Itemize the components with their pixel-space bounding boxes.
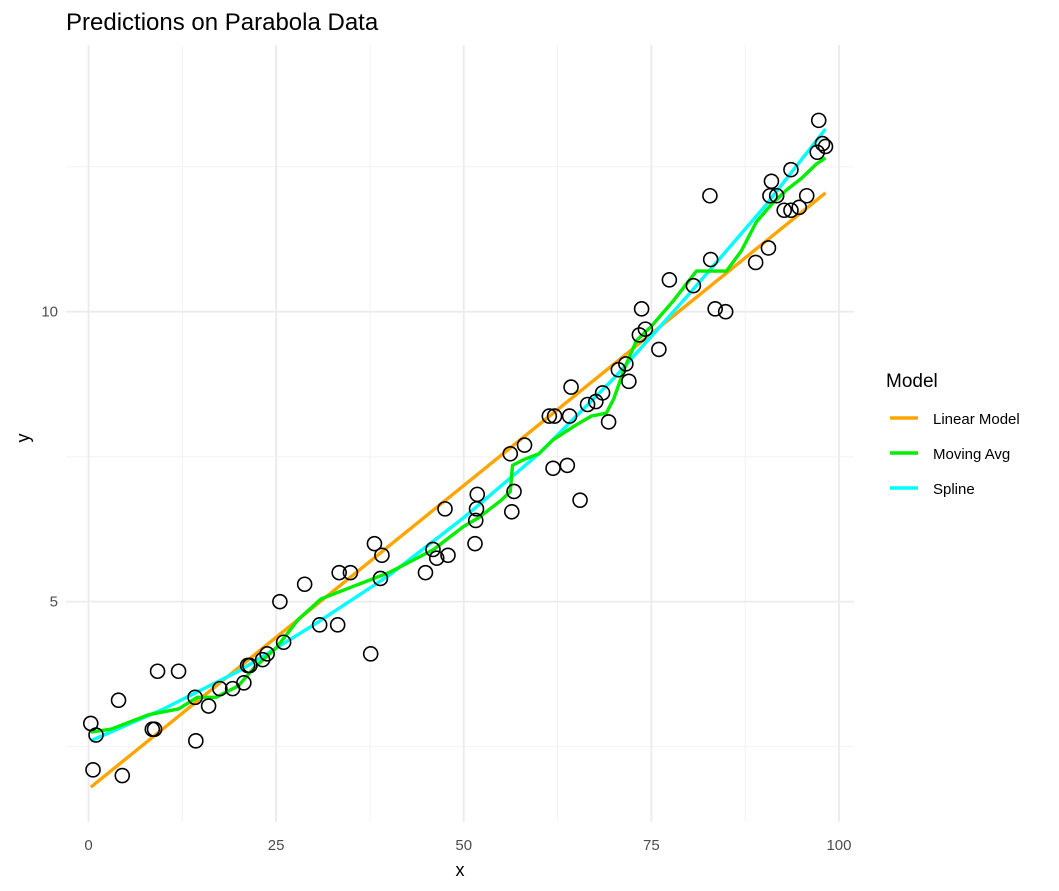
y-tick-labels: 5 10 bbox=[41, 304, 58, 611]
data-point bbox=[546, 408, 563, 424]
data-point bbox=[685, 277, 702, 294]
data-point bbox=[114, 767, 131, 784]
data-point bbox=[425, 541, 441, 558]
data-point bbox=[545, 460, 561, 477]
data-point bbox=[272, 593, 288, 610]
grid-major bbox=[66, 45, 854, 822]
data-point bbox=[110, 692, 127, 709]
data-point bbox=[817, 138, 834, 155]
series-lines bbox=[89, 128, 827, 789]
data-points bbox=[82, 112, 834, 784]
data-point bbox=[707, 301, 723, 317]
data-point bbox=[437, 501, 453, 517]
y-axis-title: y bbox=[13, 434, 33, 443]
data-point bbox=[618, 356, 634, 372]
data-point bbox=[633, 301, 650, 317]
data-point bbox=[311, 617, 328, 633]
data-point bbox=[506, 483, 522, 500]
data-point bbox=[146, 721, 163, 738]
data-point bbox=[236, 675, 252, 691]
data-point bbox=[296, 576, 313, 593]
data-point bbox=[329, 617, 346, 633]
data-point bbox=[561, 408, 578, 424]
data-point bbox=[259, 646, 275, 662]
chart-title: Predictions on Parabola Data bbox=[66, 9, 379, 36]
data-point bbox=[362, 646, 379, 662]
data-point bbox=[763, 173, 780, 190]
data-point bbox=[661, 272, 678, 288]
data-point bbox=[600, 414, 617, 430]
data-point bbox=[747, 254, 764, 271]
data-point bbox=[768, 187, 785, 204]
x-tick-labels: 0 25 50 75 100 bbox=[84, 837, 851, 854]
data-point bbox=[342, 564, 359, 581]
data-point bbox=[467, 535, 483, 552]
data-point bbox=[212, 680, 228, 697]
data-point bbox=[631, 327, 648, 343]
legend: Model Linear Model Moving Avg Spline bbox=[886, 371, 1020, 498]
data-point bbox=[187, 689, 203, 706]
legend-label: Linear Model bbox=[933, 411, 1020, 428]
legend-label: Moving Avg bbox=[933, 446, 1010, 463]
data-point bbox=[541, 408, 558, 424]
x-tick-label: 100 bbox=[826, 837, 851, 854]
data-point bbox=[810, 112, 827, 129]
data-point bbox=[440, 547, 456, 564]
data-point bbox=[702, 251, 719, 268]
data-point bbox=[563, 379, 579, 395]
data-point bbox=[469, 486, 486, 503]
x-tick-label: 25 bbox=[268, 837, 285, 854]
data-point bbox=[85, 762, 101, 778]
data-point bbox=[559, 457, 576, 474]
x-tick-label: 75 bbox=[643, 837, 660, 854]
legend-label: Spline bbox=[933, 481, 975, 498]
data-point bbox=[275, 634, 292, 651]
data-point bbox=[717, 303, 734, 320]
data-point bbox=[579, 396, 596, 413]
y-tick-label: 5 bbox=[50, 594, 58, 611]
data-point bbox=[516, 437, 533, 453]
data-point bbox=[200, 698, 217, 714]
data-point bbox=[572, 492, 588, 508]
data-point bbox=[637, 321, 654, 337]
data-point bbox=[88, 727, 104, 743]
legend-item-spline: Spline bbox=[890, 481, 975, 498]
legend-item-linear-model: Linear Model bbox=[890, 411, 1020, 428]
data-point bbox=[428, 550, 445, 566]
data-point bbox=[798, 187, 815, 204]
data-point bbox=[791, 199, 808, 216]
series-line-moving-avg bbox=[90, 156, 827, 734]
data-point bbox=[242, 657, 258, 674]
data-point bbox=[170, 663, 187, 680]
data-point bbox=[188, 733, 204, 749]
data-point bbox=[366, 535, 383, 552]
data-point bbox=[783, 161, 799, 178]
legend-title: Model bbox=[886, 371, 938, 392]
data-point bbox=[467, 512, 484, 529]
data-point bbox=[372, 570, 389, 587]
data-point bbox=[776, 202, 793, 219]
y-tick-label: 10 bbox=[41, 304, 58, 321]
data-point bbox=[783, 202, 799, 219]
series-line-spline bbox=[90, 128, 827, 743]
data-point bbox=[417, 564, 434, 581]
data-point bbox=[760, 240, 777, 256]
x-tick-label: 50 bbox=[455, 837, 472, 854]
data-point bbox=[809, 144, 826, 161]
data-point bbox=[149, 663, 166, 680]
data-point bbox=[621, 373, 637, 390]
data-point bbox=[651, 341, 667, 358]
data-point bbox=[702, 187, 718, 204]
legend-items: Linear Model Moving Avg Spline bbox=[890, 411, 1020, 498]
data-point bbox=[502, 445, 519, 462]
x-axis-title: x bbox=[456, 860, 465, 880]
data-point bbox=[814, 135, 831, 152]
legend-item-moving-avg: Moving Avg bbox=[890, 446, 1010, 463]
x-tick-label: 0 bbox=[84, 837, 92, 854]
data-point bbox=[374, 547, 390, 564]
data-point bbox=[503, 503, 520, 520]
data-point bbox=[331, 564, 347, 581]
data-point bbox=[594, 385, 611, 401]
